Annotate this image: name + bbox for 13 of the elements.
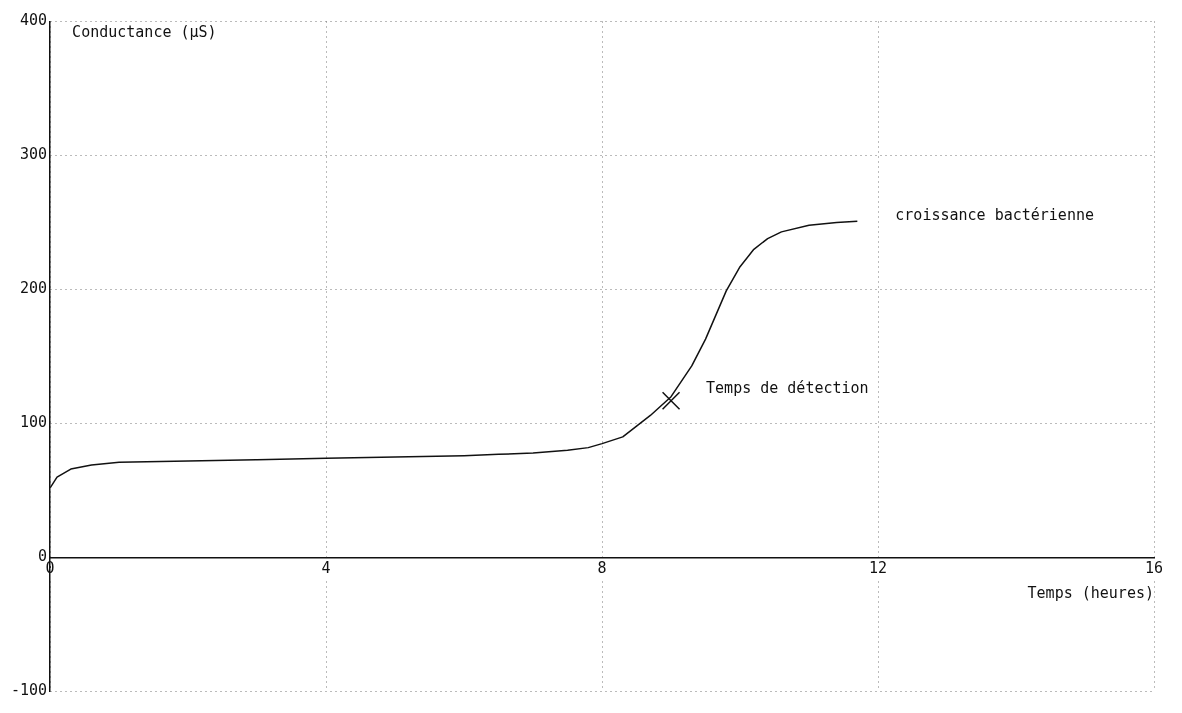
y-tick-label: 400 [20, 11, 48, 30]
y-axis-title: Conductance (µS) [72, 23, 217, 42]
annotation: croissance bactérienne [895, 205, 1094, 224]
x-tick-label: 16 [1144, 559, 1164, 578]
y-tick-label: 100 [20, 413, 48, 432]
y-tick-label: 300 [20, 145, 48, 164]
y-tick-label: 200 [20, 279, 48, 298]
x-tick-label: 12 [869, 559, 888, 578]
x-axis-title: Temps (heures) [1027, 584, 1154, 603]
annotation: Temps de détection [706, 378, 869, 397]
y-tick-label: -100 [11, 681, 48, 700]
x-tick-label: 8 [597, 559, 607, 578]
x-tick-label: 4 [321, 559, 331, 578]
